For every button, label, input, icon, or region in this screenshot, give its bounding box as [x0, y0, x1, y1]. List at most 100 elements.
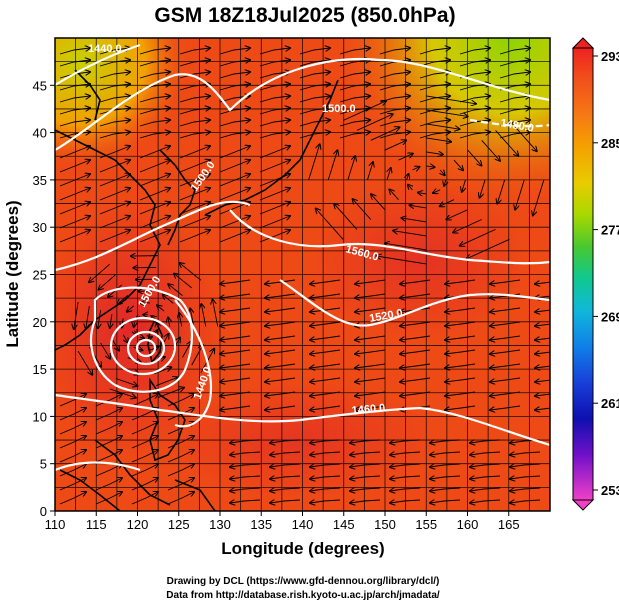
streamline	[180, 263, 202, 281]
streamline	[490, 307, 521, 312]
streamline	[535, 350, 550, 354]
plot-area: 1440.0 1500.0 1480.0 1500.0 1560.0 1520.…	[55, 38, 550, 511]
streamline	[153, 367, 171, 375]
streamline	[164, 334, 168, 343]
streamline	[99, 96, 130, 103]
streamline	[259, 48, 290, 55]
streamline	[179, 48, 210, 55]
streamline	[95, 422, 122, 435]
x-tick-label: 165	[498, 517, 520, 532]
streamline	[499, 96, 530, 103]
streamline	[220, 335, 251, 340]
streamline	[510, 488, 541, 491]
contour-label-2: 1500.0	[322, 103, 356, 115]
credit-drawing: Drawing by DCL (https://www.gfd-dennou.o…	[167, 576, 440, 587]
contour-label-1: 1440.0	[88, 43, 122, 55]
streamline	[462, 179, 466, 192]
streamline	[156, 377, 177, 387]
streamline	[270, 500, 301, 503]
streamline	[316, 209, 344, 240]
streamline	[219, 216, 250, 229]
streamline	[131, 492, 158, 505]
streamline	[310, 464, 341, 467]
streamline	[117, 295, 129, 304]
streamline	[131, 450, 158, 463]
streamline	[470, 488, 501, 491]
streamline	[535, 322, 550, 326]
streamline	[355, 293, 386, 298]
streamline	[220, 363, 251, 368]
height-contours	[55, 43, 550, 472]
x-axis-label: Longitude (degrees)	[221, 539, 384, 558]
streamline	[131, 394, 158, 407]
streamline	[480, 179, 486, 198]
x-tick-label: 140	[292, 517, 314, 532]
streamline	[270, 452, 301, 455]
streamline	[510, 452, 541, 455]
streamline	[99, 188, 130, 201]
streamline	[265, 405, 296, 410]
streamline	[430, 476, 461, 479]
streamline	[308, 144, 320, 181]
streamline	[535, 364, 550, 368]
streamline	[535, 308, 550, 312]
contour-label-6: 1520.0	[368, 307, 403, 325]
streamline	[59, 216, 90, 229]
streamline	[259, 202, 290, 215]
streamline	[355, 405, 386, 410]
streamline	[310, 307, 341, 312]
streamline	[220, 293, 251, 298]
streamline	[497, 179, 506, 204]
lat-lon-grid	[55, 38, 550, 511]
streamline	[167, 436, 194, 449]
y-tick-label: 35	[33, 173, 47, 188]
streamline	[99, 216, 130, 229]
streamline	[179, 120, 210, 127]
streamline	[179, 313, 182, 327]
streamline	[59, 160, 90, 173]
streamline	[355, 335, 386, 340]
streamline	[95, 450, 122, 463]
streamline	[59, 84, 90, 91]
streamline	[167, 464, 194, 477]
streamline	[131, 436, 158, 449]
y-tick-label: 0	[40, 504, 47, 519]
streamline	[179, 96, 210, 103]
y-axis-ticks: 0 5 10 15 20 25 30 35 40 45	[33, 78, 55, 519]
streamline	[310, 476, 341, 479]
streamline	[59, 422, 86, 435]
streamline	[445, 307, 476, 312]
streamline	[444, 179, 446, 186]
streamline	[99, 160, 130, 173]
streamline	[459, 48, 490, 55]
streamline	[219, 72, 250, 79]
streamline	[467, 149, 482, 165]
streamline	[179, 160, 210, 173]
x-tick-label: 135	[250, 517, 272, 532]
y-tick-label: 5	[40, 457, 47, 472]
streamline	[355, 307, 386, 312]
streamline	[98, 274, 117, 290]
streamline	[167, 478, 194, 491]
streamline	[230, 452, 261, 455]
streamline	[510, 500, 541, 503]
streamline	[310, 452, 341, 455]
streamline	[310, 488, 341, 491]
streamline	[390, 464, 421, 467]
streamline	[355, 377, 386, 382]
streamline	[390, 476, 421, 479]
streamline	[310, 405, 341, 410]
streamline	[123, 334, 128, 343]
streamline	[265, 363, 296, 368]
streamline	[115, 378, 138, 385]
streamline	[299, 72, 330, 79]
streamline	[495, 130, 519, 156]
streamline	[167, 450, 194, 463]
streamline	[59, 492, 86, 505]
streamline	[445, 377, 476, 382]
streamline	[387, 168, 391, 181]
streamline	[220, 321, 251, 326]
streamline	[310, 363, 341, 368]
streamline	[419, 96, 450, 103]
streamline	[220, 349, 251, 354]
